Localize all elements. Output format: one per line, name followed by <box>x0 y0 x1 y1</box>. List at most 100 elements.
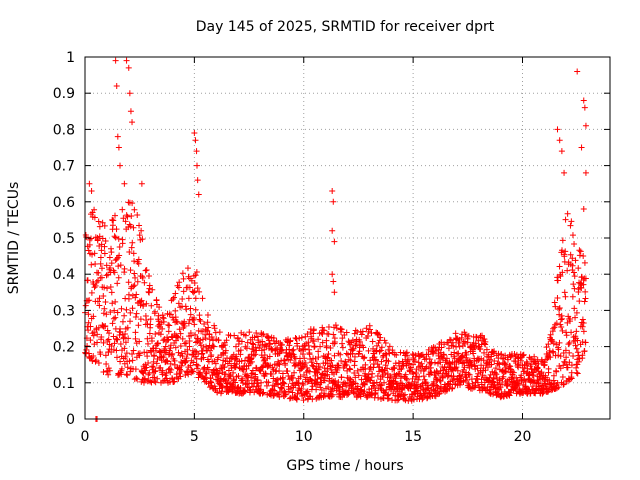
data-point <box>568 218 575 225</box>
data-point <box>555 346 562 353</box>
data-point <box>114 336 121 343</box>
data-point <box>569 293 576 300</box>
data-point <box>115 144 122 151</box>
data-point <box>122 218 129 225</box>
data-point <box>194 177 201 184</box>
data-point <box>246 388 253 395</box>
data-point <box>106 330 113 337</box>
data-point <box>578 284 585 291</box>
data-point <box>440 367 447 374</box>
data-point <box>325 351 332 358</box>
data-point <box>181 340 188 347</box>
data-point <box>554 126 561 133</box>
data-point <box>382 362 389 369</box>
data-point <box>116 252 123 259</box>
data-point <box>561 289 568 296</box>
data-point <box>278 384 285 391</box>
data-point <box>461 364 468 371</box>
data-point <box>103 262 110 269</box>
data-point <box>194 362 201 369</box>
data-point <box>451 349 458 356</box>
data-point <box>474 373 481 380</box>
data-points <box>82 57 589 422</box>
data-point <box>132 274 139 281</box>
data-point <box>501 360 508 367</box>
data-point <box>192 272 199 279</box>
data-point <box>151 368 158 375</box>
data-point <box>562 216 569 223</box>
data-point <box>265 379 272 386</box>
data-point <box>551 324 558 331</box>
data-point <box>571 305 578 312</box>
data-point <box>204 319 211 326</box>
data-point <box>94 339 101 346</box>
data-point <box>138 297 145 304</box>
data-point <box>268 345 275 352</box>
data-point <box>117 358 124 365</box>
data-point <box>419 396 426 403</box>
data-point <box>151 352 158 359</box>
data-point <box>556 339 563 346</box>
data-point <box>347 357 354 364</box>
chart-title: Day 145 of 2025, SRMTID for receiver dpr… <box>196 19 495 35</box>
data-point <box>167 342 174 349</box>
x-tick-label: 15 <box>404 429 422 445</box>
data-point <box>496 376 503 383</box>
data-point <box>192 306 199 313</box>
y-tick-label: 0.4 <box>53 267 75 283</box>
data-point <box>107 283 114 290</box>
data-point <box>129 350 136 357</box>
data-point <box>192 137 199 144</box>
data-point <box>349 337 356 344</box>
data-point <box>138 227 145 234</box>
data-point <box>101 284 108 291</box>
data-point <box>320 393 327 400</box>
data-point <box>111 307 118 314</box>
data-point <box>329 227 336 234</box>
data-point <box>208 352 215 359</box>
data-point <box>404 376 411 383</box>
data-point <box>579 323 586 330</box>
data-point <box>228 365 235 372</box>
data-point <box>180 275 187 282</box>
axis-ticks: 00.10.20.30.40.50.60.70.80.910 5 10 15 20 <box>53 50 610 445</box>
data-point <box>167 360 174 367</box>
data-point <box>127 267 134 274</box>
data-point <box>372 357 379 364</box>
data-point <box>562 293 569 300</box>
data-point <box>129 357 136 364</box>
data-point <box>96 302 103 309</box>
data-point <box>265 337 272 344</box>
data-point <box>579 316 586 323</box>
data-point <box>146 330 153 337</box>
data-point <box>569 262 576 269</box>
data-point <box>161 349 168 356</box>
data-point <box>492 365 499 372</box>
data-point <box>461 338 468 345</box>
data-point <box>568 362 575 369</box>
data-point <box>555 384 562 391</box>
data-point <box>554 294 561 301</box>
data-point <box>330 278 337 285</box>
data-point <box>179 335 186 342</box>
data-point <box>567 251 574 258</box>
data-point <box>309 383 316 390</box>
data-point <box>480 357 487 364</box>
data-point <box>98 247 105 254</box>
data-point <box>177 373 184 380</box>
data-point <box>144 335 151 342</box>
data-point <box>582 275 589 282</box>
data-point <box>498 351 505 358</box>
data-point <box>286 342 293 349</box>
data-point <box>572 257 579 264</box>
data-point <box>178 350 185 357</box>
data-point <box>157 331 164 338</box>
data-point <box>140 301 147 308</box>
data-point <box>415 364 422 371</box>
data-point <box>535 379 542 386</box>
data-point <box>568 375 575 382</box>
data-point <box>191 315 198 322</box>
data-point <box>115 274 122 281</box>
data-point <box>321 377 328 384</box>
data-point <box>190 289 197 296</box>
